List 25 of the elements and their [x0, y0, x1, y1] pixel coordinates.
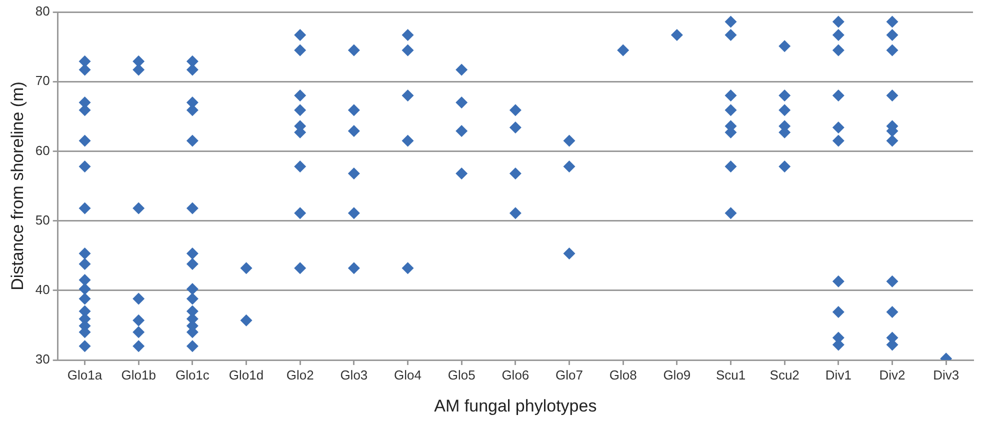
x-tick-label: Glo1d: [228, 367, 264, 382]
y-tick-label: 80: [35, 4, 50, 19]
x-tick-label: Glo9: [663, 367, 691, 382]
x-tick-label: Glo7: [556, 367, 583, 382]
y-tick-label: 30: [35, 352, 50, 367]
y-tick-label: 70: [35, 73, 50, 88]
x-tick-label: Glo3: [340, 367, 368, 382]
x-tick-label: Glo5: [448, 367, 476, 382]
x-tick-label: Glo8: [609, 367, 637, 382]
y-tick-label: 50: [35, 212, 50, 228]
x-tick-label: Glo4: [394, 367, 422, 382]
x-tick-label: Glo6: [502, 367, 530, 382]
x-tick-label: Scu1: [716, 367, 746, 382]
x-tick-label: Glo1b: [121, 367, 156, 382]
x-tick-label: Div2: [879, 367, 906, 382]
y-tick-label: 40: [35, 282, 50, 297]
x-tick-label: Glo1a: [67, 367, 103, 382]
x-tick-label: Glo2: [286, 367, 314, 382]
x-tick-label: Glo1c: [175, 367, 210, 382]
x-axis-title: AM fungal phylotypes: [434, 396, 597, 416]
x-tick-label: Scu2: [770, 367, 800, 382]
x-tick-label: Div3: [933, 367, 960, 382]
y-axis-title: Distance from shoreline (m): [8, 82, 27, 290]
x-tick-label: Div1: [825, 367, 852, 382]
y-tick-label: 60: [35, 142, 50, 158]
